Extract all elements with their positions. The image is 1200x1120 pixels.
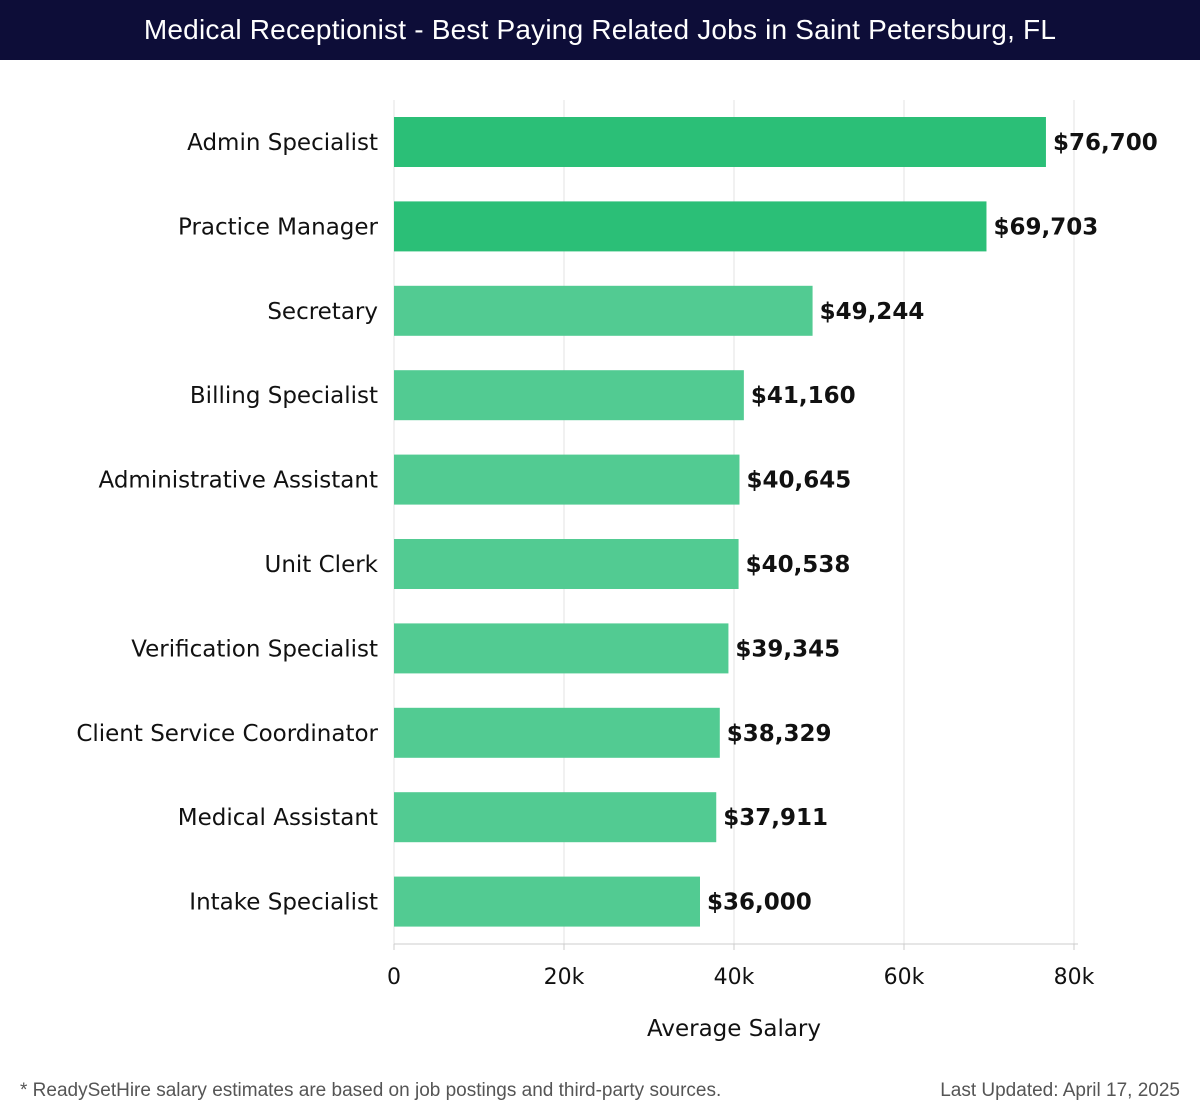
category-label: Client Service Coordinator: [76, 721, 378, 747]
x-tick-label: 40k: [714, 965, 755, 990]
bar: [394, 623, 729, 674]
bar-chart: 0 20k 40k 60k 80k Average Salary Admin Special…: [76, 100, 1158, 1042]
x-tick-label: 20k: [544, 965, 585, 990]
value-label: $40,538: [746, 552, 851, 578]
value-label: $41,160: [751, 383, 856, 409]
bar: [394, 201, 987, 252]
value-label: $37,911: [723, 805, 828, 831]
value-label: $38,329: [727, 721, 832, 747]
value-label: $49,244: [820, 299, 925, 325]
bar: [394, 370, 744, 421]
value-label: $69,703: [993, 214, 1098, 240]
value-label: $76,700: [1053, 130, 1158, 156]
value-label: $39,345: [735, 636, 840, 662]
category-label: Practice Manager: [178, 214, 379, 240]
bar: [394, 454, 740, 505]
x-tick-label: 60k: [884, 965, 925, 990]
footer-note: * ReadySetHire salary estimates are base…: [20, 1080, 722, 1101]
value-label: $40,645: [746, 468, 851, 494]
bar: [394, 539, 739, 589]
category-label: Administrative Assistant: [98, 468, 378, 494]
last-updated: Last Updated: April 17, 2025: [940, 1080, 1180, 1101]
category-label: Billing Specialist: [190, 383, 378, 409]
category-label: Medical Assistant: [178, 805, 378, 831]
x-tick-label: 80k: [1054, 965, 1095, 990]
category-label: Verification Specialist: [131, 636, 378, 662]
category-label: Secretary: [267, 299, 378, 325]
bar: [394, 707, 720, 758]
category-label: Unit Clerk: [264, 552, 378, 578]
bar: [394, 876, 700, 927]
category-label: Admin Specialist: [187, 130, 378, 156]
bar: [394, 285, 813, 336]
category-label: Intake Specialist: [189, 890, 378, 916]
chart-title: Medical Receptionist - Best Paying Relat…: [0, 0, 1200, 60]
x-axis-title: Average Salary: [647, 1016, 821, 1042]
bar: [394, 117, 1046, 167]
x-tick-label: 0: [387, 965, 401, 990]
value-label: $36,000: [707, 890, 812, 916]
bar: [394, 792, 717, 843]
